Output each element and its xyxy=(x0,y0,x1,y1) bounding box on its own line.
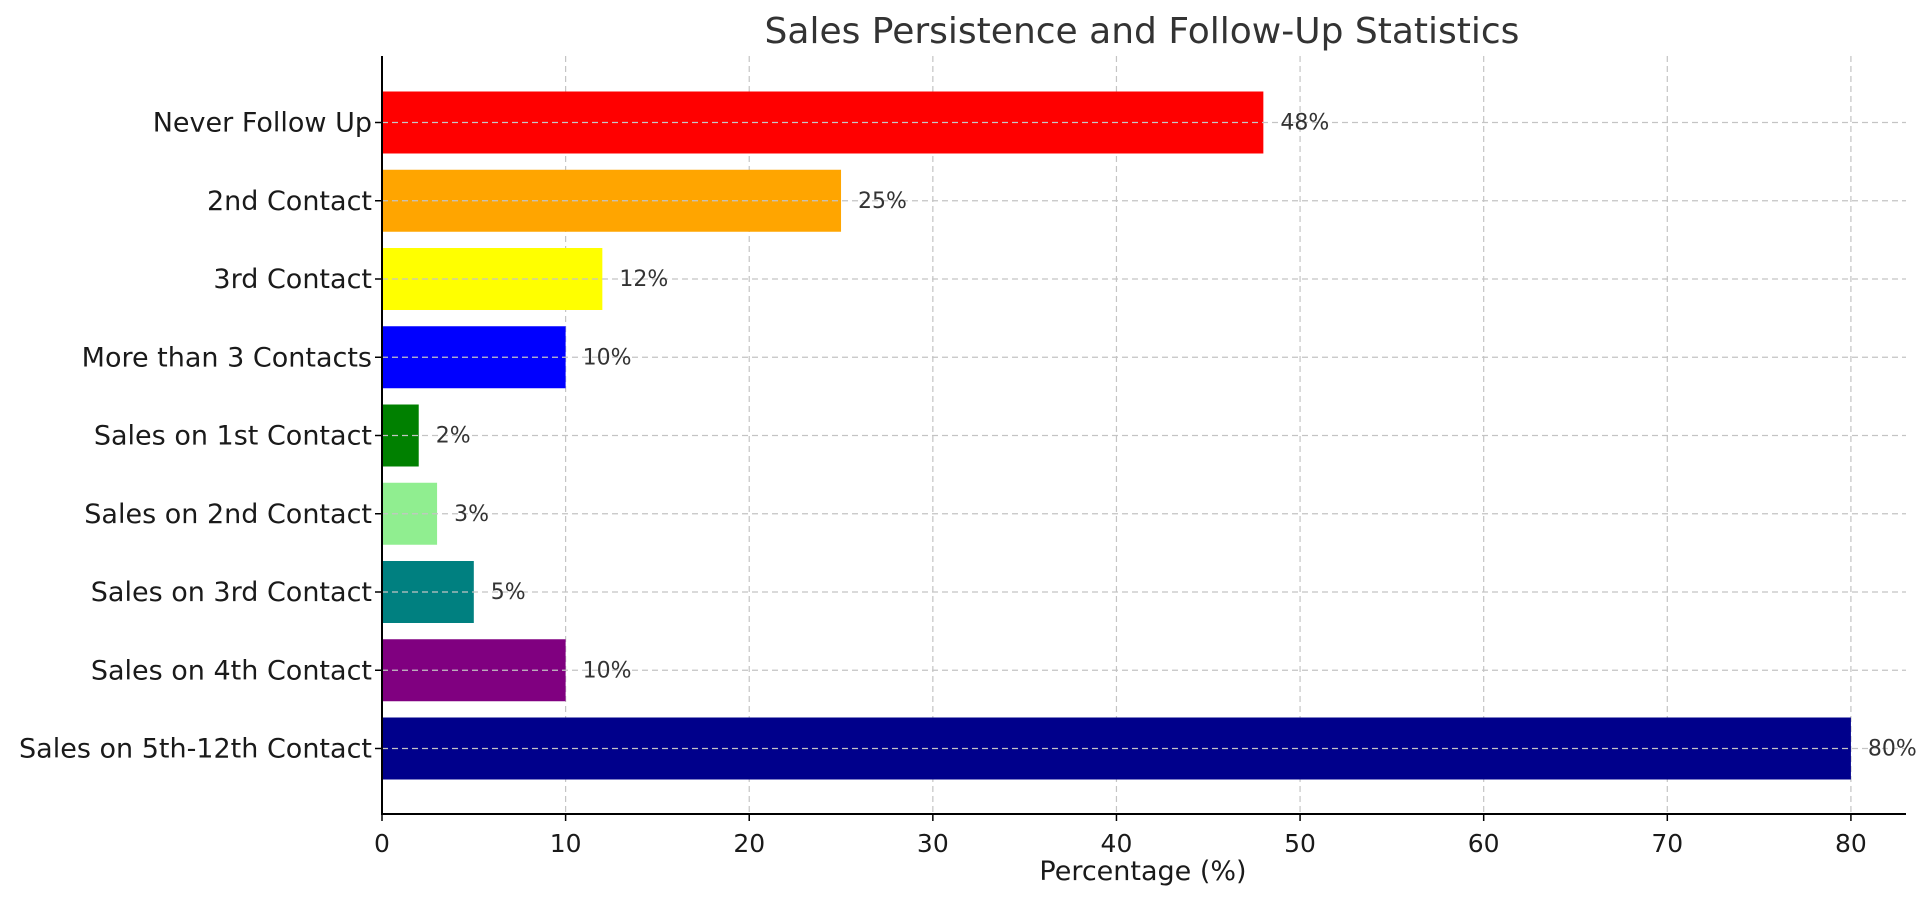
category-label: Never Follow Up xyxy=(153,108,372,139)
category-label: More than 3 Contacts xyxy=(82,342,372,373)
category-label: 2nd Contact xyxy=(207,186,372,217)
x-tick-label: 70 xyxy=(1651,829,1683,858)
bar-value-label: 80% xyxy=(1868,737,1917,762)
bar-value-label: 25% xyxy=(858,189,907,214)
x-axis-label: Percentage (%) xyxy=(1039,856,1246,887)
x-tick-label: 40 xyxy=(1101,829,1133,858)
chart-title: Sales Persistence and Follow-Up Statisti… xyxy=(765,11,1520,52)
bar-value-label: 5% xyxy=(491,580,526,605)
category-label: Sales on 2nd Contact xyxy=(84,499,372,530)
x-tick-label: 30 xyxy=(917,829,949,858)
category-label: 3rd Contact xyxy=(213,264,372,295)
x-tick-label: 20 xyxy=(733,829,765,858)
bar-value-label: 12% xyxy=(619,267,668,292)
bar-value-label: 3% xyxy=(454,502,489,527)
value-labels: 48% 25% 12% 10% 2% 3% 5% 10% 80% xyxy=(436,111,1917,762)
bar-value-label: 2% xyxy=(436,424,471,449)
category-labels: Never Follow Up 2nd Contact 3rd Contact Mor… xyxy=(19,108,382,765)
x-tick-label: 80 xyxy=(1835,829,1867,858)
bar-value-label: 48% xyxy=(1280,111,1329,136)
bar xyxy=(382,482,438,545)
x-tick-label: 10 xyxy=(550,829,582,858)
category-label: Sales on 1st Contact xyxy=(94,421,372,452)
category-label: Sales on 4th Contact xyxy=(91,655,372,686)
x-tick-label: 50 xyxy=(1284,829,1316,858)
category-label: Sales on 3rd Contact xyxy=(91,577,372,608)
x-ticks: 0 10 20 30 40 50 60 70 80 xyxy=(374,814,1867,858)
bar-value-label: 10% xyxy=(583,658,632,683)
x-tick-label: 0 xyxy=(374,829,390,858)
bar-value-label: 10% xyxy=(583,345,632,370)
x-tick-label: 60 xyxy=(1468,829,1500,858)
category-label: Sales on 5th-12th Contact xyxy=(19,734,372,765)
